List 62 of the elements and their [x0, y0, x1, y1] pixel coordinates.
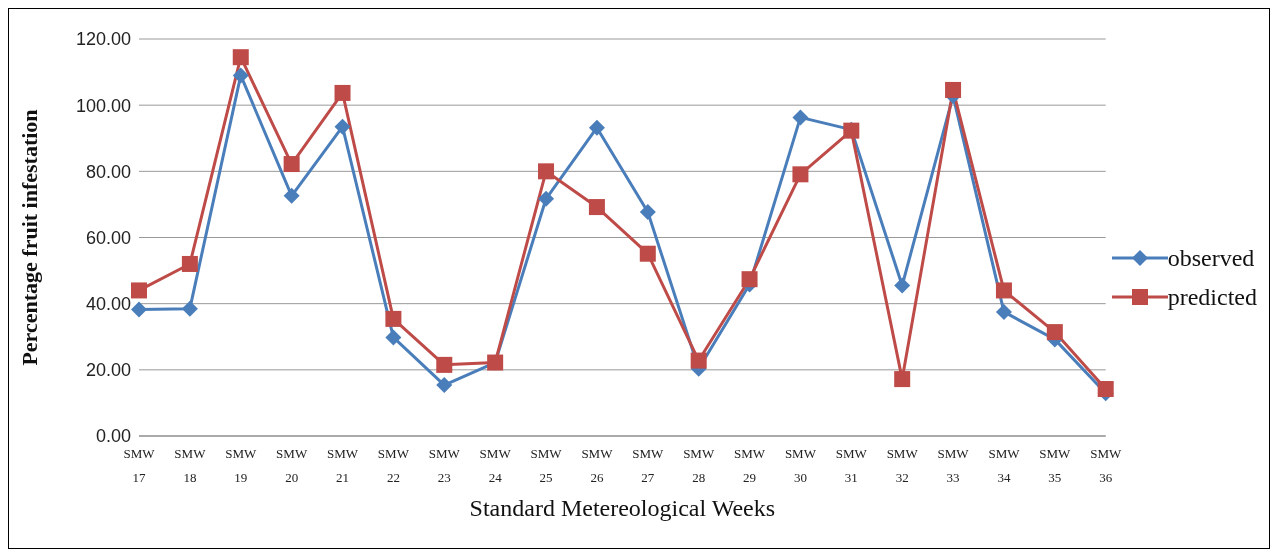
x-tick-label: SMW 36	[1090, 446, 1122, 485]
point	[995, 282, 1012, 299]
point	[334, 118, 351, 135]
point	[131, 282, 147, 299]
point	[538, 190, 555, 207]
point	[283, 187, 300, 204]
y-tick-label: 40.00	[85, 294, 131, 315]
point	[1097, 381, 1114, 398]
x-tick-label: SMW 31	[835, 446, 868, 485]
y-tick-label: 60.00	[85, 227, 131, 248]
x-tick-label: SMW 30	[784, 446, 817, 485]
point	[588, 119, 605, 136]
point	[792, 109, 809, 126]
x-tick-label: SMW 32	[886, 446, 919, 485]
y-tick-label: 20.00	[85, 360, 131, 381]
x-tick-label: SMW 35	[1039, 446, 1072, 485]
point	[181, 255, 198, 272]
x-tick-label: SMW 18	[174, 446, 207, 485]
point	[741, 271, 758, 288]
point	[436, 356, 453, 373]
point	[639, 245, 656, 262]
point	[538, 163, 555, 180]
point	[436, 377, 453, 394]
x-tick-label: SMW 28	[683, 446, 715, 485]
x-tick-label: SMW 20	[276, 446, 308, 485]
x-tick-label: SMW 33	[937, 446, 970, 485]
x-tick-label: SMW 23	[428, 446, 461, 485]
x-tick-label: SMW 22	[377, 446, 410, 485]
point	[232, 49, 249, 66]
point	[894, 277, 911, 294]
point	[792, 166, 809, 183]
y-tick-label: 80.00	[85, 161, 131, 182]
point	[639, 204, 656, 221]
y-tick-label: 0.00	[95, 426, 131, 447]
x-tick-label: SMW 26	[581, 446, 614, 485]
point	[690, 352, 707, 369]
point	[995, 303, 1012, 320]
y-axis-title: Percentage fruit infestation	[16, 109, 42, 366]
point	[181, 300, 198, 317]
point	[385, 329, 402, 346]
x-tick-label: SMW 17	[123, 446, 156, 485]
x-tick-label: SMW 27	[632, 446, 665, 485]
point	[894, 371, 911, 388]
point	[1046, 324, 1063, 341]
x-tick-label: SMW 29	[734, 446, 766, 485]
x-tick-label: SMW 34	[988, 446, 1021, 485]
x-axis-title: Standard Metereological Weeks	[469, 495, 776, 521]
legend-label: observed	[1167, 244, 1255, 272]
legend-label: predicted	[1167, 283, 1257, 311]
y-tick-label: 120.00	[75, 29, 131, 50]
point	[283, 156, 300, 173]
point	[385, 310, 402, 327]
x-tick-label: SMW 21	[326, 446, 359, 485]
point	[334, 84, 351, 101]
point	[945, 81, 962, 98]
point	[588, 199, 605, 216]
point	[232, 67, 249, 84]
point	[131, 301, 147, 318]
x-tick-label: SMW 24	[479, 446, 512, 485]
y-tick-label: 100.00	[75, 95, 131, 116]
x-tick-label: SMW 19	[225, 446, 258, 485]
x-tick-label: SMW 25	[530, 446, 563, 485]
